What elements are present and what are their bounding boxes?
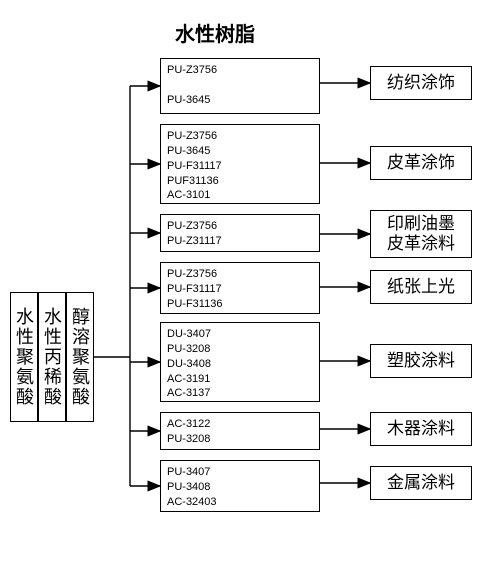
- app-textile: 纺织涂饰: [370, 66, 472, 100]
- codes-wood: AC-3122 PU-3208: [160, 412, 320, 450]
- codes-paper: PU-Z3756 PU-F31117 PU-F31136: [160, 262, 320, 314]
- app-ink: 印刷油墨 皮革涂料: [370, 210, 472, 258]
- source-src-pu: 水性聚氨酸: [10, 292, 38, 422]
- codes-leather: PU-Z3756 PU-3645 PU-F31117 PUF31136 AC-3…: [160, 124, 320, 204]
- app-leather: 皮革涂饰: [370, 146, 472, 180]
- app-paper: 纸张上光: [370, 270, 472, 304]
- app-wood: 木器涂料: [370, 412, 472, 446]
- app-plastic: 塑胶涂料: [370, 344, 472, 378]
- diagram-title: 水性树脂: [175, 18, 255, 47]
- source-src-acr: 水性丙稀酸: [38, 292, 66, 422]
- codes-textile: PU-Z3756 PU-3645: [160, 58, 320, 114]
- codes-plastic: DU-3407 PU-3208 DU-3408 AC-3191 AC-3137: [160, 322, 320, 402]
- app-metal: 金属涂料: [370, 466, 472, 500]
- source-src-alc: 醇溶聚氨酸: [66, 292, 94, 422]
- codes-metal: PU-3407 PU-3408 AC-32403: [160, 460, 320, 512]
- codes-ink: PU-Z3756 PU-Z31117: [160, 214, 320, 252]
